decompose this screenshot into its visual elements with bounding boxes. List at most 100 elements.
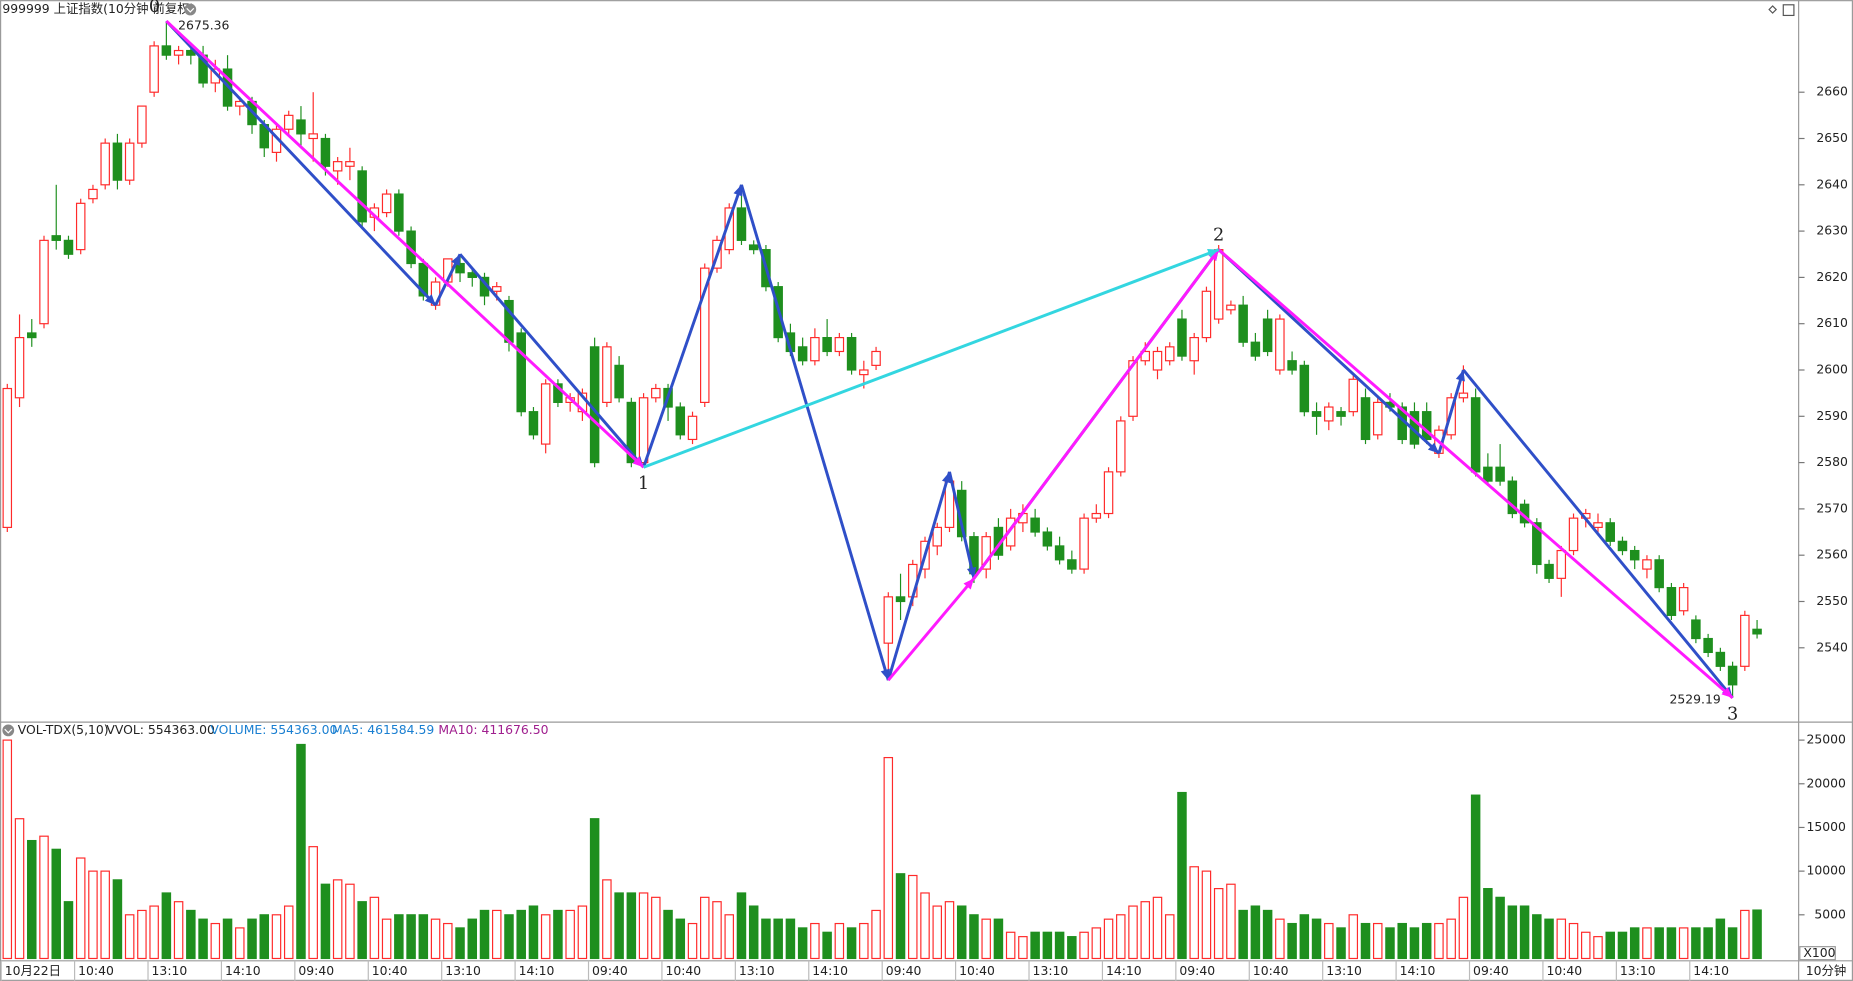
- candle-body: [137, 105, 147, 144]
- volume-bar: [748, 905, 759, 960]
- y-tick-label: 2540: [1816, 639, 1848, 654]
- volume-bar: [1666, 927, 1677, 960]
- volume-bar: [1740, 909, 1750, 960]
- volume-bar: [1189, 866, 1199, 960]
- wave-segment: [948, 471, 976, 579]
- volume-bar: [161, 892, 172, 960]
- x-tick-label: 14:10: [225, 963, 261, 978]
- y-tick-label: 2610: [1816, 315, 1848, 330]
- x-tick-label: 14:10: [1106, 963, 1142, 978]
- candle-body: [1752, 628, 1762, 635]
- volume-bar: [308, 846, 318, 960]
- volume-bar: [614, 892, 624, 960]
- volume-bar: [1483, 888, 1493, 960]
- candle-body: [1189, 336, 1199, 362]
- candle-body: [1470, 397, 1481, 473]
- x-tick-label: 10:40: [78, 963, 114, 978]
- title-menu-icon[interactable]: [184, 3, 197, 16]
- volume-bar: [589, 818, 600, 960]
- candle-body: [161, 45, 172, 56]
- volume-bar: [797, 927, 808, 960]
- volume-bar: [1250, 905, 1261, 960]
- volume-bar: [1042, 931, 1053, 960]
- wave-segment: [165, 20, 437, 307]
- candle-body: [1691, 619, 1701, 640]
- volume-bar: [1030, 931, 1040, 960]
- volume-bar: [2, 739, 13, 960]
- volume-bar: [969, 914, 979, 960]
- volume-ma5: MA5: 461584.59: [332, 722, 434, 737]
- candle-body: [381, 193, 392, 214]
- volume-bar: [846, 927, 857, 960]
- candle-body: [1311, 411, 1322, 417]
- wave-arrowhead: [451, 254, 461, 266]
- volume-ma10: MA10: 411676.50: [438, 722, 548, 737]
- candle-body: [455, 262, 465, 274]
- y-tick-label: 2640: [1816, 176, 1848, 191]
- candle-body: [14, 336, 25, 399]
- toolbar-icon[interactable]: [1782, 4, 1795, 17]
- volume-bar: [565, 909, 575, 960]
- volume-bar: [1348, 914, 1359, 960]
- volume-bar: [124, 914, 135, 960]
- candle-body: [1005, 517, 1016, 547]
- volume-bar: [296, 743, 306, 960]
- volume-bar: [1434, 922, 1444, 960]
- volume-bar: [1018, 936, 1028, 960]
- volume-bar: [271, 914, 282, 960]
- x-tick-label: 14:10: [519, 963, 555, 978]
- candle-body: [100, 142, 110, 186]
- x-tick-label: 13:10: [152, 963, 188, 978]
- volume-bar: [1458, 896, 1469, 960]
- volume-bar: [1385, 927, 1395, 960]
- candle-body: [602, 346, 612, 403]
- volume-bar: [1421, 922, 1432, 960]
- volume-bar: [1409, 927, 1420, 960]
- volume-bar: [687, 922, 698, 960]
- volume-bar: [1752, 909, 1762, 960]
- candle-body: [320, 137, 331, 167]
- candle-body: [345, 161, 355, 167]
- pivot-label: 3: [1727, 704, 1738, 724]
- candle-body: [308, 133, 318, 140]
- y-tick-label: 2630: [1816, 223, 1848, 238]
- volume-bar: [1054, 931, 1065, 960]
- wave-segment: [1217, 248, 1734, 699]
- y-tick-label: 2620: [1816, 269, 1848, 284]
- volume-bar: [1495, 896, 1505, 960]
- candle-body: [63, 239, 74, 255]
- volume-bar: [1177, 791, 1187, 960]
- candle-body: [124, 142, 135, 181]
- volume-bar: [1360, 922, 1371, 960]
- candle-body: [528, 411, 539, 436]
- candle-body: [418, 262, 429, 297]
- x-tick-label: 13:10: [1326, 963, 1362, 978]
- volume-bar: [1164, 914, 1175, 960]
- volume-bar: [700, 896, 710, 960]
- volume-bar: [357, 901, 367, 960]
- wave-arrowhead: [1208, 249, 1219, 261]
- candle-body: [1324, 406, 1334, 422]
- volume-bar: [516, 909, 526, 960]
- unit-box: [1799, 946, 1836, 961]
- volume-bar: [993, 918, 1004, 960]
- volume-bar: [149, 905, 159, 960]
- wave-segment: [886, 471, 951, 681]
- volume-menu-icon[interactable]: [2, 724, 15, 737]
- x-tick-label: 09:40: [592, 963, 628, 978]
- candle-body: [1654, 559, 1664, 589]
- wave-arrowhead: [632, 456, 644, 468]
- wave-segment: [458, 253, 645, 469]
- chart-title: 999999 上证指数(10分钟 前复权): [2, 1, 194, 16]
- candle-body: [1507, 480, 1518, 515]
- toolbar-icon[interactable]: [1768, 5, 1778, 14]
- x-tick-label: 10:40: [1546, 963, 1582, 978]
- volume-tick-label: 20000: [1806, 775, 1846, 790]
- wave-segment: [1437, 369, 1465, 454]
- candle-body: [1703, 637, 1713, 654]
- candle-body: [1238, 304, 1248, 343]
- candle-body: [1336, 411, 1346, 417]
- volume-bar: [455, 927, 465, 960]
- candle-body: [1727, 665, 1738, 686]
- wave-arrowhead: [1427, 442, 1439, 454]
